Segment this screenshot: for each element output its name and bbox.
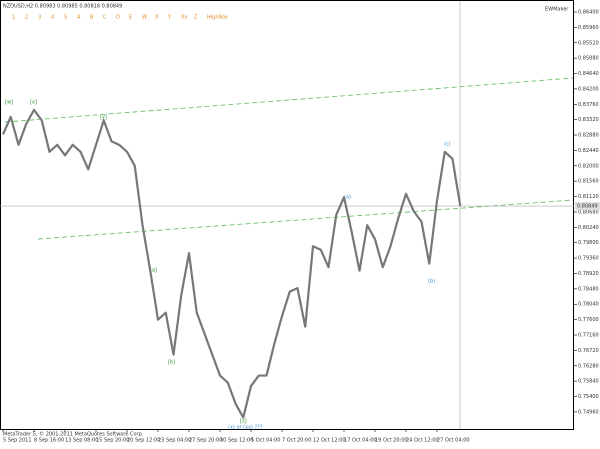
y-tick-label: 0.85080 xyxy=(578,56,599,62)
x-tick-label: 27 Sep 20:00 xyxy=(189,438,222,444)
y-tick-label: 0.77160 xyxy=(578,333,599,339)
price-line xyxy=(1,108,462,419)
y-tick-label: 0.82000 xyxy=(578,163,599,169)
y-tick-label: 0.78920 xyxy=(578,271,599,277)
trend-line xyxy=(4,77,574,123)
toolbar-button: C xyxy=(103,15,107,21)
wave-label: (c) xyxy=(444,142,451,148)
y-tick-label: 0.78480 xyxy=(578,286,599,292)
y-tick-label: 0.84200 xyxy=(578,86,599,92)
x-tick-label: 7 Oct 20:00 xyxy=(282,438,311,444)
y-tick-label: 0.79800 xyxy=(578,240,599,246)
toolbar-button: Y xyxy=(167,15,172,21)
toolbar-button: A xyxy=(77,15,81,21)
y-tick-label: 0.82440 xyxy=(578,148,599,154)
y-tick-label: 0.84640 xyxy=(578,71,599,77)
toolbar-button: D xyxy=(116,15,120,21)
x-tick-label: 24 Oct 12:00 xyxy=(406,438,439,444)
y-tick-label: 0.76720 xyxy=(578,348,599,354)
copyright: MetaTrader 5, © 2001-2011 MetaQuotes Sof… xyxy=(3,431,144,438)
y-tick-label: 0.75840 xyxy=(578,379,599,385)
wave-label: [a] xyxy=(150,268,157,274)
x-tick-label: 17 Oct 04:00 xyxy=(344,438,377,444)
x-tick-label: 19 Oct 20:00 xyxy=(375,438,408,444)
toolbar: 1 2 3 4 5 A B C D E W X Y Xx Z HighBox xyxy=(12,15,228,21)
toolbar-button: HighBox xyxy=(207,15,228,21)
wave-label: [w] xyxy=(5,100,13,106)
toolbar-button: W xyxy=(142,15,147,21)
toolbar-button: Z xyxy=(194,15,198,21)
x-tick-label: 20 Sep 12:00 xyxy=(127,438,160,444)
x-tick-label: 5 Oct 04:00 xyxy=(251,438,280,444)
y-tick-label: 0.83320 xyxy=(578,117,599,123)
x-tick-label: 8 Sep 16:00 xyxy=(34,438,64,444)
y-tick-label: 0.75400 xyxy=(578,394,599,400)
plot-border xyxy=(0,0,574,430)
x-tick-label: 30 Sep 12:00 xyxy=(220,438,253,444)
y-tick-label: 0.80680 xyxy=(578,209,599,215)
x-tick-label: 13 Sep 08:00 xyxy=(65,438,98,444)
y-tick-label: 0.74960 xyxy=(578,409,599,415)
x-tick-label: 12 Oct 12:00 xyxy=(313,438,346,444)
toolbar-button: E xyxy=(129,15,132,21)
current-price-box xyxy=(575,202,600,211)
wave-label: (a) xyxy=(344,195,351,201)
toolbar-button: 5 xyxy=(64,15,67,21)
wave-label: [y] xyxy=(100,115,107,121)
toolbar-button: 3 xyxy=(38,15,41,21)
y-tick-label: 0.86400 xyxy=(578,9,599,15)
toolbar-button: B xyxy=(90,15,94,21)
wave-label: (b) xyxy=(428,279,435,285)
toolbar-button: X xyxy=(155,15,159,21)
y-tick-label: 0.76280 xyxy=(578,363,599,369)
symbol-header: NZDUSD,H2 0.80983 0.80985 0.80818 0.8084… xyxy=(3,4,122,10)
wave-label: [z] xyxy=(240,419,247,425)
x-tick-label: 27 Oct 04:00 xyxy=(437,438,470,444)
wave-label: (x) or (xx) ??? xyxy=(228,425,263,431)
y-tick-label: 0.85520 xyxy=(578,40,599,46)
toolbar-button: 4 xyxy=(51,15,54,21)
toolbar-button: 1 xyxy=(12,15,15,21)
y-tick-label: 0.81120 xyxy=(578,194,599,200)
y-tick-label: 0.80240 xyxy=(578,225,599,231)
x-tick-label: 5 Sep 2011 xyxy=(3,438,32,444)
toolbar-button: 2 xyxy=(25,15,28,21)
y-tick-label: 0.85960 xyxy=(578,25,599,31)
x-tick-label: 23 Sep 04:00 xyxy=(158,438,191,444)
y-tick-label: 0.83760 xyxy=(578,102,599,108)
toolbar-button: Xx xyxy=(181,15,187,21)
wave-label: [b] xyxy=(168,360,175,366)
y-tick-label: 0.78040 xyxy=(578,302,599,308)
x-tick-label: 15 Sep 20:00 xyxy=(96,438,129,444)
y-tick-label: 0.82880 xyxy=(578,133,599,139)
trend-line xyxy=(37,199,574,240)
current-price-label: 0.80849 xyxy=(577,204,598,210)
y-tick-label: 0.81560 xyxy=(578,179,599,185)
y-tick-label: 0.77600 xyxy=(578,317,599,323)
wave-label: [x] xyxy=(30,100,37,106)
indicator-name: EWMaker xyxy=(545,7,569,13)
y-tick-label: 0.79360 xyxy=(578,256,599,262)
